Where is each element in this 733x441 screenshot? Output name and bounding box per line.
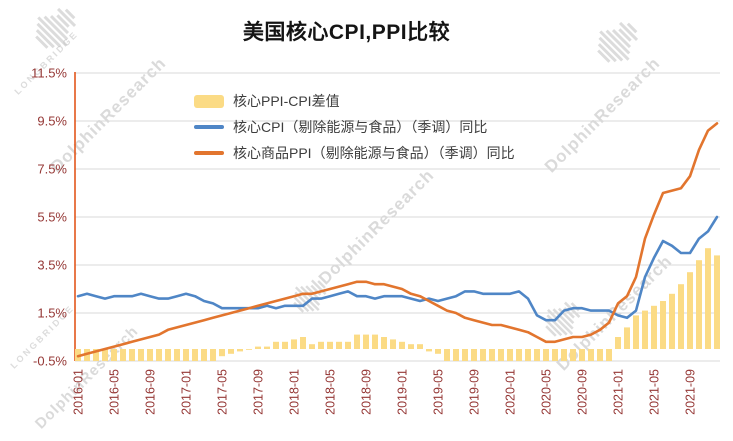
svg-text:2019-05: 2019-05 <box>432 369 446 415</box>
svg-text:2016-05: 2016-05 <box>108 369 122 415</box>
legend-label: 核心商品PPI（剔除能源与食品）（季调）同比 <box>233 145 515 161</box>
svg-text:5.5%: 5.5% <box>37 210 67 225</box>
svg-text:2018-09: 2018-09 <box>360 369 374 415</box>
svg-text:2021-09: 2021-09 <box>684 369 698 415</box>
svg-text:2020-01: 2020-01 <box>504 369 518 415</box>
svg-text:11.5%: 11.5% <box>31 66 67 81</box>
legend-line-swatch-cpi <box>194 125 224 129</box>
svg-text:7.5%: 7.5% <box>37 162 67 177</box>
svg-text:-0.5%: -0.5% <box>33 354 67 369</box>
legend-item-core-goods-ppi: 核心商品PPI（剔除能源与食品）（季调）同比 <box>194 142 515 164</box>
svg-text:2021-01: 2021-01 <box>612 369 626 415</box>
svg-text:2016-09: 2016-09 <box>144 369 158 415</box>
svg-text:2019-01: 2019-01 <box>396 369 410 415</box>
legend-label: 核心CPI（剔除能源与食品）（季调）同比 <box>233 119 488 135</box>
svg-text:2016-01: 2016-01 <box>72 369 86 415</box>
svg-text:2017-05: 2017-05 <box>216 369 230 415</box>
svg-text:3.5%: 3.5% <box>37 258 67 273</box>
svg-text:2017-01: 2017-01 <box>180 369 194 415</box>
waveform-bars-icon <box>597 21 639 63</box>
legend-item-ppi-cpi-diff: 核心PPI-CPI差值 <box>194 90 515 112</box>
svg-text:2018-05: 2018-05 <box>324 369 338 415</box>
longbridge-logo-icon <box>34 6 80 49</box>
legend-line-swatch-ppi <box>194 151 224 155</box>
svg-text:2019-09: 2019-09 <box>468 369 482 415</box>
svg-text:2020-05: 2020-05 <box>540 369 554 415</box>
legend-label: 核心PPI-CPI差值 <box>233 93 340 109</box>
svg-text:2018-01: 2018-01 <box>288 369 302 415</box>
legend-bar-swatch <box>194 94 224 108</box>
legend-item-core-cpi: 核心CPI（剔除能源与食品）（季调）同比 <box>194 116 515 138</box>
svg-text:9.5%: 9.5% <box>37 114 67 129</box>
svg-text:2020-09: 2020-09 <box>576 369 590 415</box>
waveform-bars-icon <box>35 7 77 49</box>
svg-text:2021-05: 2021-05 <box>648 369 662 415</box>
svg-text:1.5%: 1.5% <box>37 306 67 321</box>
chart-legend: 核心PPI-CPI差值 核心CPI（剔除能源与食品）（季调）同比 核心商品PPI… <box>194 90 515 164</box>
svg-text:2017-09: 2017-09 <box>252 369 266 415</box>
longbridge-logo-icon <box>596 20 642 63</box>
chart-title: 美国核心CPI,PPI比较 <box>242 21 451 44</box>
